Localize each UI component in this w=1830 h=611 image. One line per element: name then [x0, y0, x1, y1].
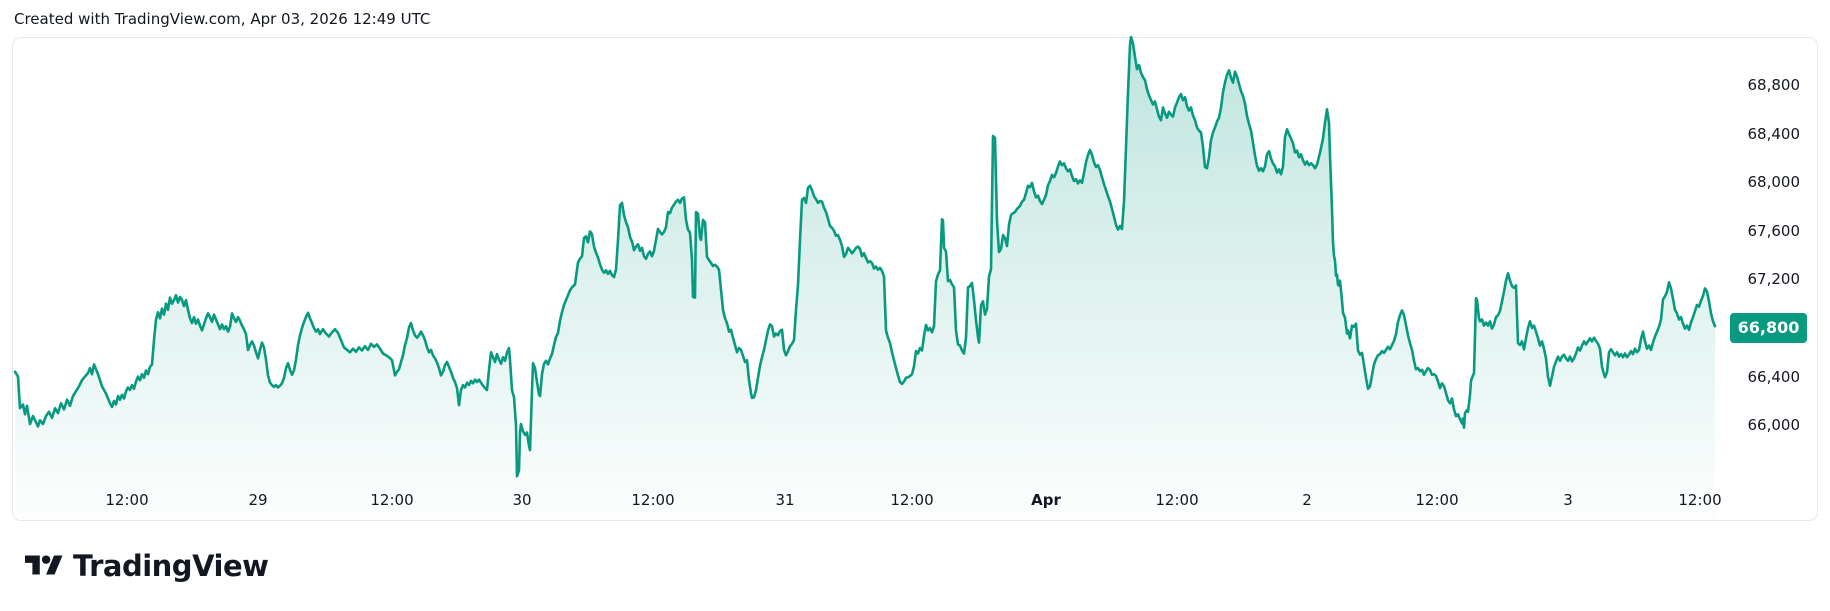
time-tick-label: 12:00: [370, 491, 414, 509]
time-tick-label: 12:00: [1415, 491, 1459, 509]
time-tick-label: 12:00: [890, 491, 934, 509]
price-tick-label: 67,600: [1747, 221, 1801, 240]
price-tick-label: 68,000: [1747, 173, 1801, 192]
time-tick-label: 3: [1563, 491, 1573, 509]
time-tick-label: 12:00: [1678, 491, 1722, 509]
last-price-badge: 66,800: [1730, 313, 1807, 343]
time-tick-label: 12:00: [105, 491, 149, 509]
tradingview-logo-icon: [25, 555, 63, 575]
time-tick-label: 31: [775, 491, 795, 509]
time-tick-label: 29: [248, 491, 268, 509]
attribution-link[interactable]: Created with TradingView.com, Apr 03, 20…: [14, 10, 431, 28]
price-line: [13, 35, 1717, 478]
tradingview-logo-text: TradingView: [73, 549, 269, 583]
time-tick-label: 12:00: [631, 491, 675, 509]
time-tick-label: 2: [1302, 491, 1312, 509]
price-tick-label: 66,000: [1747, 416, 1801, 435]
time-tick-label: 12:00: [1155, 491, 1199, 509]
time-tick-label: Apr: [1031, 491, 1061, 509]
price-area-fill: [15, 37, 1715, 519]
price-tick-label: 66,400: [1747, 367, 1801, 386]
price-tick-label: 68,800: [1747, 76, 1801, 94]
price-tick-label: 67,200: [1747, 270, 1801, 289]
price-tick-label: 68,400: [1747, 124, 1801, 143]
time-tick-label: 30: [512, 491, 532, 509]
tradingview-logo[interactable]: TradingView: [25, 549, 269, 583]
